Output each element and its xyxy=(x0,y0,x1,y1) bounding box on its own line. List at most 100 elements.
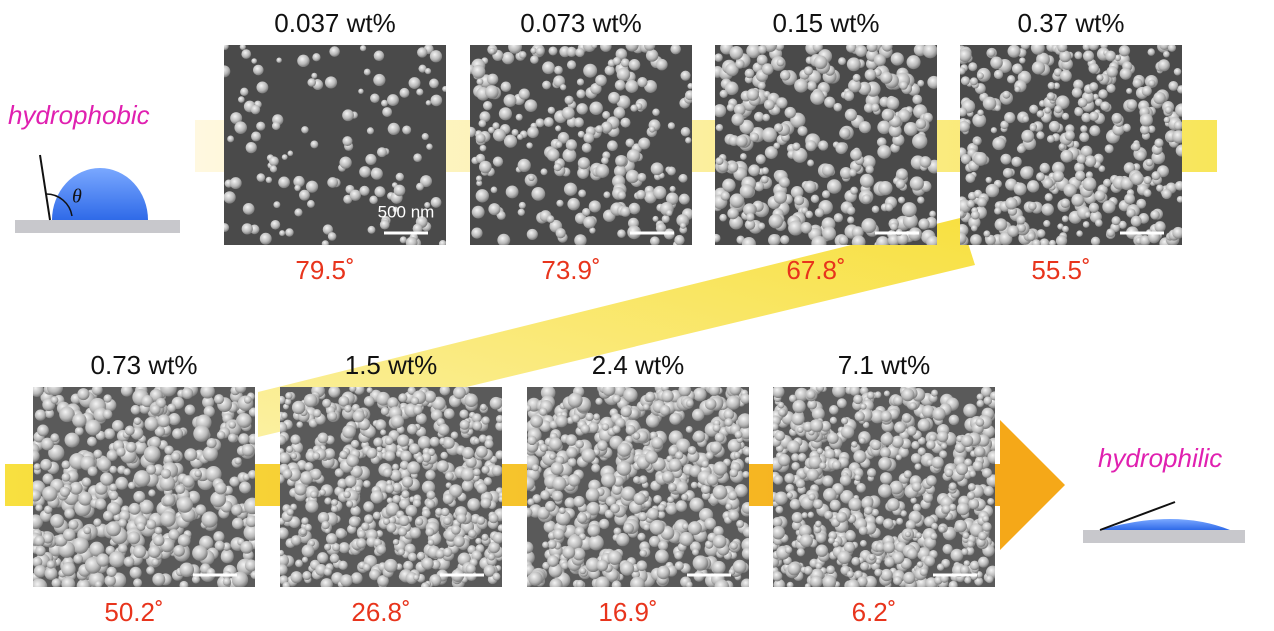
grain xyxy=(713,461,727,475)
grain xyxy=(860,174,874,188)
grain xyxy=(305,500,318,513)
grain xyxy=(830,500,841,511)
grain xyxy=(300,528,307,535)
grain xyxy=(355,486,361,492)
grain xyxy=(192,545,208,561)
grain xyxy=(1008,45,1021,58)
grain xyxy=(931,390,938,397)
grain xyxy=(45,567,58,580)
grain xyxy=(1148,48,1155,55)
grain xyxy=(1064,130,1074,140)
grain xyxy=(823,488,837,502)
grain xyxy=(685,137,691,143)
grain xyxy=(860,403,866,409)
grain xyxy=(415,518,423,526)
grain xyxy=(542,81,551,90)
grain xyxy=(484,477,492,485)
grain xyxy=(278,176,290,188)
grain xyxy=(701,460,708,467)
grain xyxy=(890,223,898,231)
grain xyxy=(342,109,354,121)
grain xyxy=(756,154,766,164)
grain xyxy=(724,418,733,427)
sem-image xyxy=(520,381,756,594)
grain xyxy=(913,504,921,512)
grain xyxy=(945,469,954,478)
grain xyxy=(291,535,301,545)
grain xyxy=(1054,105,1062,113)
grain xyxy=(1153,92,1165,104)
grain xyxy=(251,58,257,64)
grain xyxy=(1043,178,1054,189)
grain xyxy=(443,437,454,448)
grain xyxy=(193,425,210,442)
grain xyxy=(163,494,175,506)
grain xyxy=(784,473,794,483)
grain xyxy=(331,499,338,506)
grain xyxy=(602,383,615,396)
grain xyxy=(588,535,603,550)
grain xyxy=(366,448,377,459)
grain xyxy=(637,173,646,182)
grain xyxy=(87,437,97,447)
grain xyxy=(1143,189,1151,197)
grain xyxy=(540,490,550,500)
grain xyxy=(527,229,538,240)
grain xyxy=(387,94,399,106)
grain xyxy=(171,452,180,461)
grain xyxy=(417,47,427,57)
grain xyxy=(1089,63,1100,74)
grain xyxy=(172,428,183,439)
grain xyxy=(562,148,576,162)
grain xyxy=(126,442,137,453)
grain xyxy=(364,69,371,76)
grain xyxy=(969,470,976,477)
grain xyxy=(548,46,557,55)
grain xyxy=(240,88,248,96)
grain xyxy=(302,557,308,563)
grain xyxy=(471,227,482,238)
grain xyxy=(488,203,500,215)
grain xyxy=(443,493,454,504)
theta-symbol: θ xyxy=(72,186,82,208)
grain xyxy=(1021,40,1030,49)
grain xyxy=(727,103,735,111)
grain xyxy=(1089,125,1100,136)
grain xyxy=(818,140,828,150)
grain xyxy=(1177,196,1184,203)
grain xyxy=(1175,103,1188,116)
grain xyxy=(832,384,846,398)
grain xyxy=(716,157,724,165)
grain xyxy=(1102,200,1115,213)
grain xyxy=(291,453,298,460)
grain xyxy=(440,452,448,460)
grain xyxy=(816,532,827,543)
grain xyxy=(746,213,755,222)
grain xyxy=(902,413,912,423)
grain xyxy=(626,139,635,148)
grain xyxy=(544,117,554,127)
grain xyxy=(27,450,39,462)
grain xyxy=(388,123,400,135)
grain xyxy=(430,437,440,447)
sem-image xyxy=(275,384,507,591)
grain xyxy=(904,470,912,478)
substrate xyxy=(15,220,180,233)
grain xyxy=(867,41,878,52)
grain xyxy=(630,577,645,592)
grain xyxy=(425,470,435,480)
grain xyxy=(251,131,261,141)
grain xyxy=(1085,155,1097,167)
grain xyxy=(125,426,135,436)
grain xyxy=(62,473,71,482)
grain xyxy=(78,492,92,506)
grain xyxy=(1106,66,1117,77)
grain xyxy=(103,511,114,522)
grain xyxy=(133,491,145,503)
scale-bar-label: 500 nm xyxy=(378,202,435,221)
grain xyxy=(64,508,75,519)
grain xyxy=(384,451,395,462)
grain xyxy=(893,576,902,585)
grain xyxy=(397,434,409,446)
grain xyxy=(838,57,846,65)
